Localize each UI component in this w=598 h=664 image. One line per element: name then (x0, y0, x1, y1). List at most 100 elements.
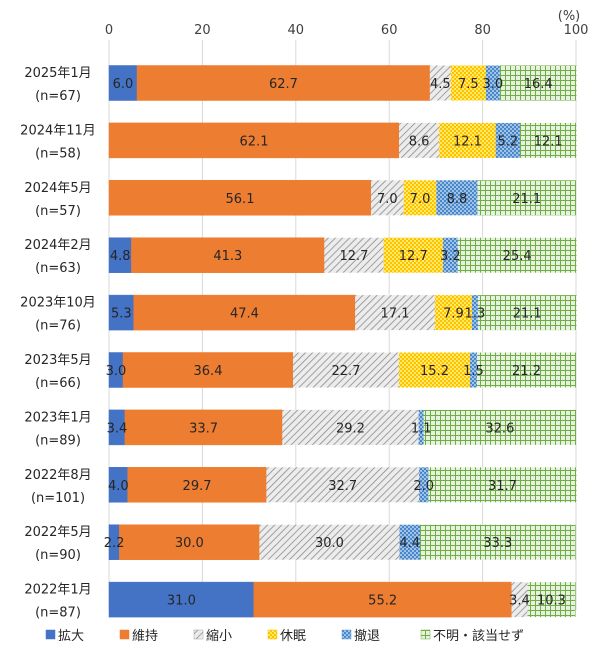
bar-segment (259, 524, 400, 560)
data-label: 21.2 (512, 364, 541, 379)
data-label: 3.0 (106, 364, 127, 379)
data-label: 1.5 (463, 364, 484, 379)
data-label: 4.8 (110, 249, 131, 264)
legend-swatch (193, 629, 204, 640)
bar-segment (119, 524, 260, 560)
bar-segment (428, 467, 577, 503)
bar-segment (370, 180, 404, 216)
bar-segment (420, 524, 576, 560)
bar-segment (429, 65, 451, 101)
category-n-label: (n=89) (35, 433, 81, 448)
data-label: 29.2 (336, 421, 365, 436)
bar-segment (355, 295, 435, 331)
data-label: 15.2 (420, 364, 449, 379)
x-tick-label: 80 (474, 23, 491, 38)
data-label: 4.0 (108, 479, 129, 494)
legend-label: 維持 (132, 629, 158, 644)
data-label: 36.4 (194, 364, 223, 379)
bar-segment (419, 467, 429, 503)
unit-label: (%) (558, 9, 581, 24)
legend-swatch (267, 629, 278, 640)
data-label: 2.2 (104, 536, 125, 551)
category-period-label: 2024年11月 (20, 123, 96, 138)
data-label: 8.8 (447, 192, 468, 207)
data-label: 3.4 (509, 594, 530, 609)
data-label: 41.3 (213, 249, 242, 264)
x-tick-label: 40 (288, 23, 305, 38)
data-label: 62.1 (240, 134, 269, 149)
bar-segment (383, 237, 443, 273)
x-tick-label: 20 (194, 23, 211, 38)
data-label: 1.3 (465, 307, 486, 322)
x-tick-label: 100 (564, 23, 589, 38)
data-label: 25.4 (503, 249, 532, 264)
legend: 拡大 維持 縮小 休眠 撤退 不明・該当せず (45, 628, 524, 644)
category-n-label: (n=57) (35, 204, 81, 219)
bar-segment (108, 65, 138, 101)
category-n-label: (n=87) (35, 606, 81, 621)
category-period-label: 2025年1月 (24, 66, 91, 81)
bar-segment (527, 582, 576, 618)
category-n-label: (n=58) (35, 146, 81, 161)
data-label: 55.2 (368, 594, 397, 609)
x-tick-label: 0 (105, 23, 113, 38)
bar-segment (423, 409, 576, 445)
category-period-label: 2023年1月 (24, 410, 91, 425)
bar-segment (519, 122, 577, 158)
bar-segment (439, 122, 496, 158)
data-label: 33.7 (189, 421, 218, 436)
category-period-label: 2023年5月 (24, 353, 91, 368)
bar-segment (108, 180, 372, 216)
bar-segment (108, 294, 135, 331)
data-label: 12.1 (534, 134, 563, 149)
data-label: 2.0 (413, 479, 434, 494)
category-period-label: 2024年5月 (24, 181, 91, 196)
data-label: 10.3 (537, 594, 566, 609)
bar-segment (124, 409, 283, 446)
bar-segment (403, 180, 437, 216)
data-labels: 6.0 62.7 4.5 7.5 3.0 16.4 62.1 8.6 12.1 5.2 12.1 56… (104, 77, 566, 609)
category-n-label: (n=66) (35, 376, 81, 391)
bar-segment (282, 409, 419, 445)
data-label: 4.5 (430, 77, 451, 92)
data-label: 12.7 (399, 249, 428, 264)
data-label: 6.0 (113, 77, 134, 92)
legend-label: 撤退 (354, 628, 380, 644)
category-period-label: 2022年1月 (24, 583, 91, 598)
bar-segment (485, 65, 500, 101)
category-n-label: (n=90) (35, 548, 81, 563)
bar-segment (131, 237, 325, 273)
data-label: 30.0 (175, 536, 204, 551)
bar-segment (399, 122, 440, 158)
bar-segment (108, 122, 400, 159)
bar-segment (477, 295, 577, 331)
legend-swatch (341, 629, 352, 640)
category-n-label: (n=63) (35, 261, 81, 276)
bar-segment (127, 467, 267, 503)
category-n-label: (n=76) (35, 319, 81, 334)
data-label: 47.4 (230, 307, 259, 322)
data-label: 33.3 (483, 536, 512, 551)
data-label: 12.7 (339, 249, 368, 264)
bars (108, 65, 577, 618)
bar-segment (477, 180, 576, 216)
bar-segment (108, 581, 255, 618)
data-label: 3.0 (483, 77, 504, 92)
category-period-label: 2023年10月 (20, 296, 96, 311)
category-period-label: 2022年5月 (24, 525, 91, 540)
data-label: 8.6 (409, 134, 430, 149)
data-label: 17.1 (381, 307, 410, 322)
data-label: 4.4 (399, 536, 420, 551)
category-labels: 2025年1月 (n=67) 2024年11月 (n=58) 2024年5月 (n=57)… (20, 66, 96, 621)
data-label: 1.1 (411, 421, 432, 436)
bar-segment (133, 294, 356, 331)
data-label: 22.7 (332, 364, 361, 379)
bar-segment (418, 409, 424, 445)
data-label: 7.0 (410, 192, 431, 207)
x-axis: 0 20 40 60 80 100 (105, 23, 589, 38)
legend-label: 拡大 (58, 629, 84, 644)
legend-label: 休眠 (280, 629, 306, 644)
data-label: 7.5 (458, 77, 479, 92)
